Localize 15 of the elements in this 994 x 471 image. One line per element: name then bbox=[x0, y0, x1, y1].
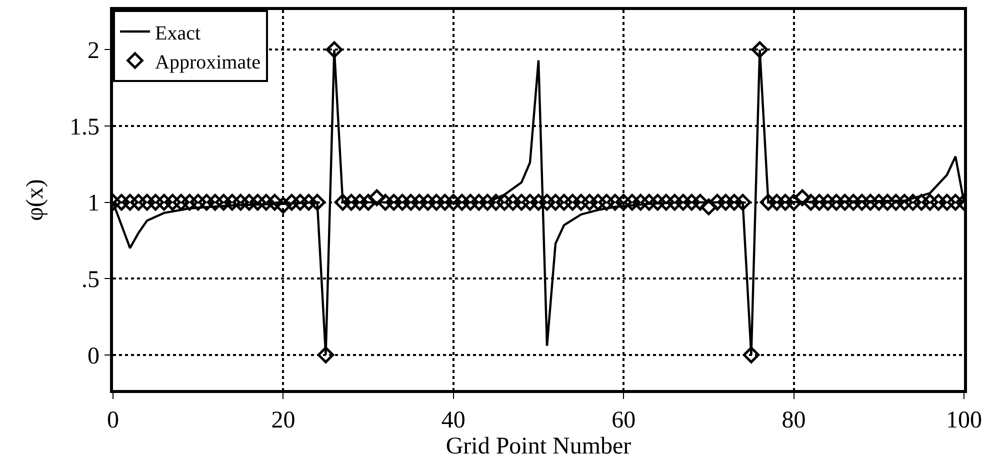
y-axis-title: φ(x) bbox=[22, 179, 49, 221]
x-tick-label: 100 bbox=[946, 408, 982, 434]
y-tick-label: 0 bbox=[87, 343, 100, 370]
x-tick-label: 20 bbox=[271, 408, 296, 434]
legend-label: Approximate bbox=[155, 51, 261, 74]
x-tick-label: 80 bbox=[782, 408, 806, 434]
legend-label: Exact bbox=[155, 22, 201, 44]
y-tick-label: 1 bbox=[87, 190, 100, 217]
y-tick-label: 1.5 bbox=[69, 114, 100, 140]
x-tick-label: 0 bbox=[107, 408, 119, 434]
x-tick-label: 60 bbox=[612, 408, 636, 434]
x-axis-title: Grid Point Number bbox=[446, 434, 632, 460]
y-tick-label: 2 bbox=[87, 38, 100, 64]
y-tick-label: .5 bbox=[81, 266, 100, 293]
x-tick-label: 40 bbox=[441, 408, 466, 434]
